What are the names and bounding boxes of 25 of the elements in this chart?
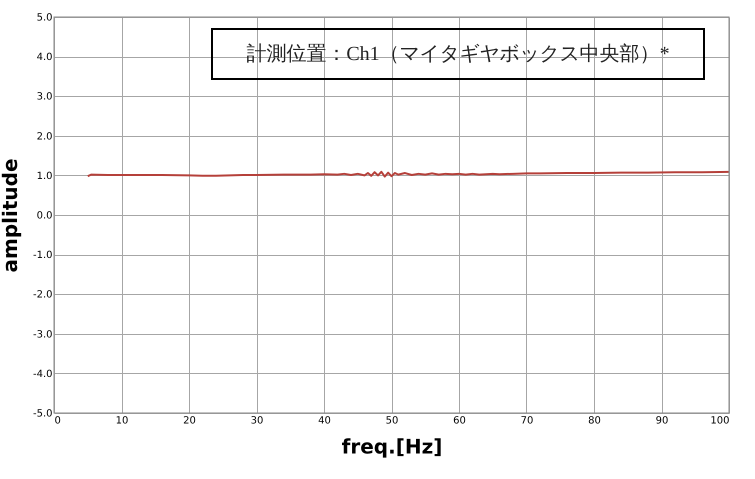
x-tick-label: 90 bbox=[656, 416, 668, 426]
y-tick-label: -1.0 bbox=[32, 250, 52, 262]
y-tick-label: 1.0 bbox=[36, 170, 52, 182]
x-tick-label: 0 bbox=[54, 416, 61, 426]
annotation: 計測位置：Ch1（マイタギヤボックス中央部）* bbox=[246, 43, 670, 65]
x-tick-label: 80 bbox=[588, 416, 601, 426]
y-tick-label: -4.0 bbox=[32, 368, 52, 380]
x-tick-label: 50 bbox=[386, 416, 398, 426]
x-tick-label: 40 bbox=[318, 416, 331, 426]
x-tick-label: 20 bbox=[183, 416, 196, 426]
x-tick-label: 60 bbox=[453, 416, 466, 426]
x-tick-label: 10 bbox=[116, 416, 128, 426]
x-tick-label: 100 bbox=[710, 416, 730, 426]
y-tick-label: 3.0 bbox=[36, 92, 52, 103]
x-tick-label: 30 bbox=[250, 416, 264, 426]
x-axis-title: freq.[Hz] bbox=[342, 434, 442, 458]
y-axis-title: amplitude bbox=[0, 158, 22, 273]
y-tick-label: 4.0 bbox=[36, 52, 52, 64]
y-tick-label: 0.0 bbox=[36, 210, 52, 222]
y-tick-label: -5.0 bbox=[32, 408, 52, 420]
y-tick-label: -3.0 bbox=[32, 329, 52, 340]
x-tick-label: 70 bbox=[520, 416, 534, 426]
y-tick-label: 5.0 bbox=[36, 12, 52, 24]
y-tick-label: -2.0 bbox=[32, 290, 52, 301]
y-tick-label: 2.0 bbox=[36, 131, 52, 142]
